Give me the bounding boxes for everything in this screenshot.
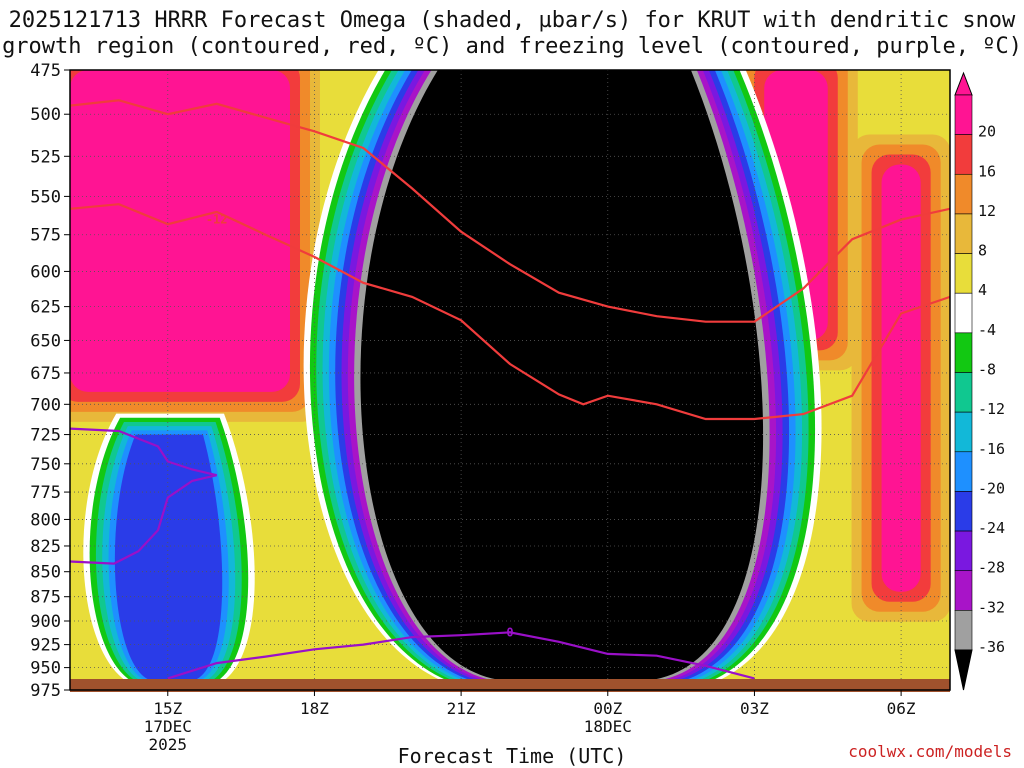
- colorbar-label: -28: [978, 559, 1005, 577]
- colorbar-segment: [954, 94, 973, 135]
- y-tick-label: 950: [30, 659, 61, 679]
- omega-shading: [70, 70, 950, 690]
- y-tick-label: 800: [30, 510, 61, 530]
- colorbar-label: -36: [978, 638, 1005, 656]
- colorbar-segment: [954, 292, 973, 334]
- contour-lines: -12 0: [70, 99, 950, 680]
- plot-frame: [69, 69, 951, 691]
- colorbar-bottom-arrow: [954, 649, 973, 691]
- y-tick-label: 825: [30, 537, 61, 557]
- contour-label: -12: [206, 213, 228, 227]
- colorbar-segment: [954, 253, 973, 294]
- chart-title-line-2: growth region (contoured, red, ºC) and f…: [2, 34, 1022, 59]
- colorbar-label: -16: [978, 440, 1005, 458]
- y-tick-label: 850: [30, 563, 61, 583]
- x-tick-label: 15Z: [153, 699, 182, 718]
- y-tick-label: 500: [30, 105, 61, 125]
- colorbar-label: -32: [978, 598, 1005, 616]
- x-tick-sublabel: 18DEC: [584, 717, 632, 736]
- x-axis-title: Forecast Time (UTC): [397, 744, 627, 768]
- colorbar-segment: [954, 491, 973, 532]
- x-tick-label: 21Z: [447, 699, 476, 718]
- contour-dendritic-growth-bottom: [70, 203, 950, 421]
- colorbar-segment: [954, 213, 973, 254]
- colorbar-label: -20: [978, 479, 1005, 497]
- colorbar-label: 8: [978, 242, 987, 260]
- colorbar-label: -4: [978, 321, 996, 339]
- omega-band-sinking-upper-left: [70, 70, 290, 392]
- x-tick-label: 06Z: [887, 699, 916, 718]
- y-tick-label: 725: [30, 426, 61, 446]
- colorbar-segment: [954, 610, 973, 651]
- contour-label: 0: [506, 625, 513, 639]
- y-tick-label: 750: [30, 455, 61, 475]
- contour-freezing-level: [167, 631, 755, 680]
- ground-surface: [70, 679, 950, 692]
- pressure-axis: 475 500 525 550 575 600 625 650 675 700 725 750 775 8…: [30, 61, 70, 701]
- y-tick-label: 475: [30, 61, 61, 81]
- x-tick-label: 03Z: [740, 699, 769, 718]
- x-tick-sublabel: 17DEC: [144, 717, 192, 736]
- colorbar-segment: [954, 530, 973, 572]
- y-tick-label: 575: [30, 226, 61, 246]
- contour-freezing-level-left-lower: [70, 474, 217, 565]
- y-tick-label: 875: [30, 588, 61, 608]
- colorbar-segment: [954, 173, 973, 215]
- colorbar: 20 16 12 8 4 -4 -8 -12 -16 -20 -24 -28 -32 -36: [954, 71, 1005, 691]
- y-tick-label: 525: [30, 147, 61, 167]
- omega-band-strong-upward-motion-core: [360, 70, 764, 682]
- contour-freezing-level-left: [70, 427, 217, 477]
- y-tick-label: 650: [30, 331, 61, 351]
- colorbar-label: 16: [978, 162, 996, 180]
- credit-text: coolwx.com/models: [848, 742, 1012, 761]
- colorbar-label: -12: [978, 400, 1005, 418]
- y-tick-label: 625: [30, 298, 61, 318]
- y-tick-label: 600: [30, 262, 61, 282]
- colorbar-segment: [954, 451, 973, 492]
- y-tick-label: 550: [30, 187, 61, 207]
- y-tick-label: 675: [30, 364, 61, 384]
- colorbar-label: 20: [978, 123, 996, 141]
- y-tick-label: 700: [30, 395, 61, 415]
- colorbar-label: -8: [978, 361, 996, 379]
- colorbar-label: 4: [978, 281, 987, 299]
- colorbar-segment: [954, 570, 973, 611]
- colorbar-label: -24: [978, 519, 1005, 537]
- omega-band-lower-left-rising-pocket: [114, 434, 223, 682]
- colorbar-segment: [954, 411, 973, 453]
- contour-dendritic-growth-top: [70, 99, 950, 323]
- colorbar-segment: [954, 332, 973, 373]
- y-tick-label: 775: [30, 483, 61, 503]
- y-tick-label: 975: [30, 681, 61, 701]
- colorbar-segment: [954, 372, 973, 413]
- x-tick-label: 00Z: [593, 699, 622, 718]
- y-tick-label: 925: [30, 636, 61, 656]
- colorbar-top-arrow: [954, 71, 973, 96]
- y-tick-label: 900: [30, 612, 61, 632]
- x-tick-sublabel: 2025: [149, 735, 188, 754]
- colorbar-segment: [954, 134, 973, 175]
- colorbar-label: 12: [978, 202, 996, 220]
- chart-title-line-1: 2025121713 HRRR Forecast Omega (shaded, …: [8, 8, 1016, 33]
- x-tick-label: 18Z: [300, 699, 329, 718]
